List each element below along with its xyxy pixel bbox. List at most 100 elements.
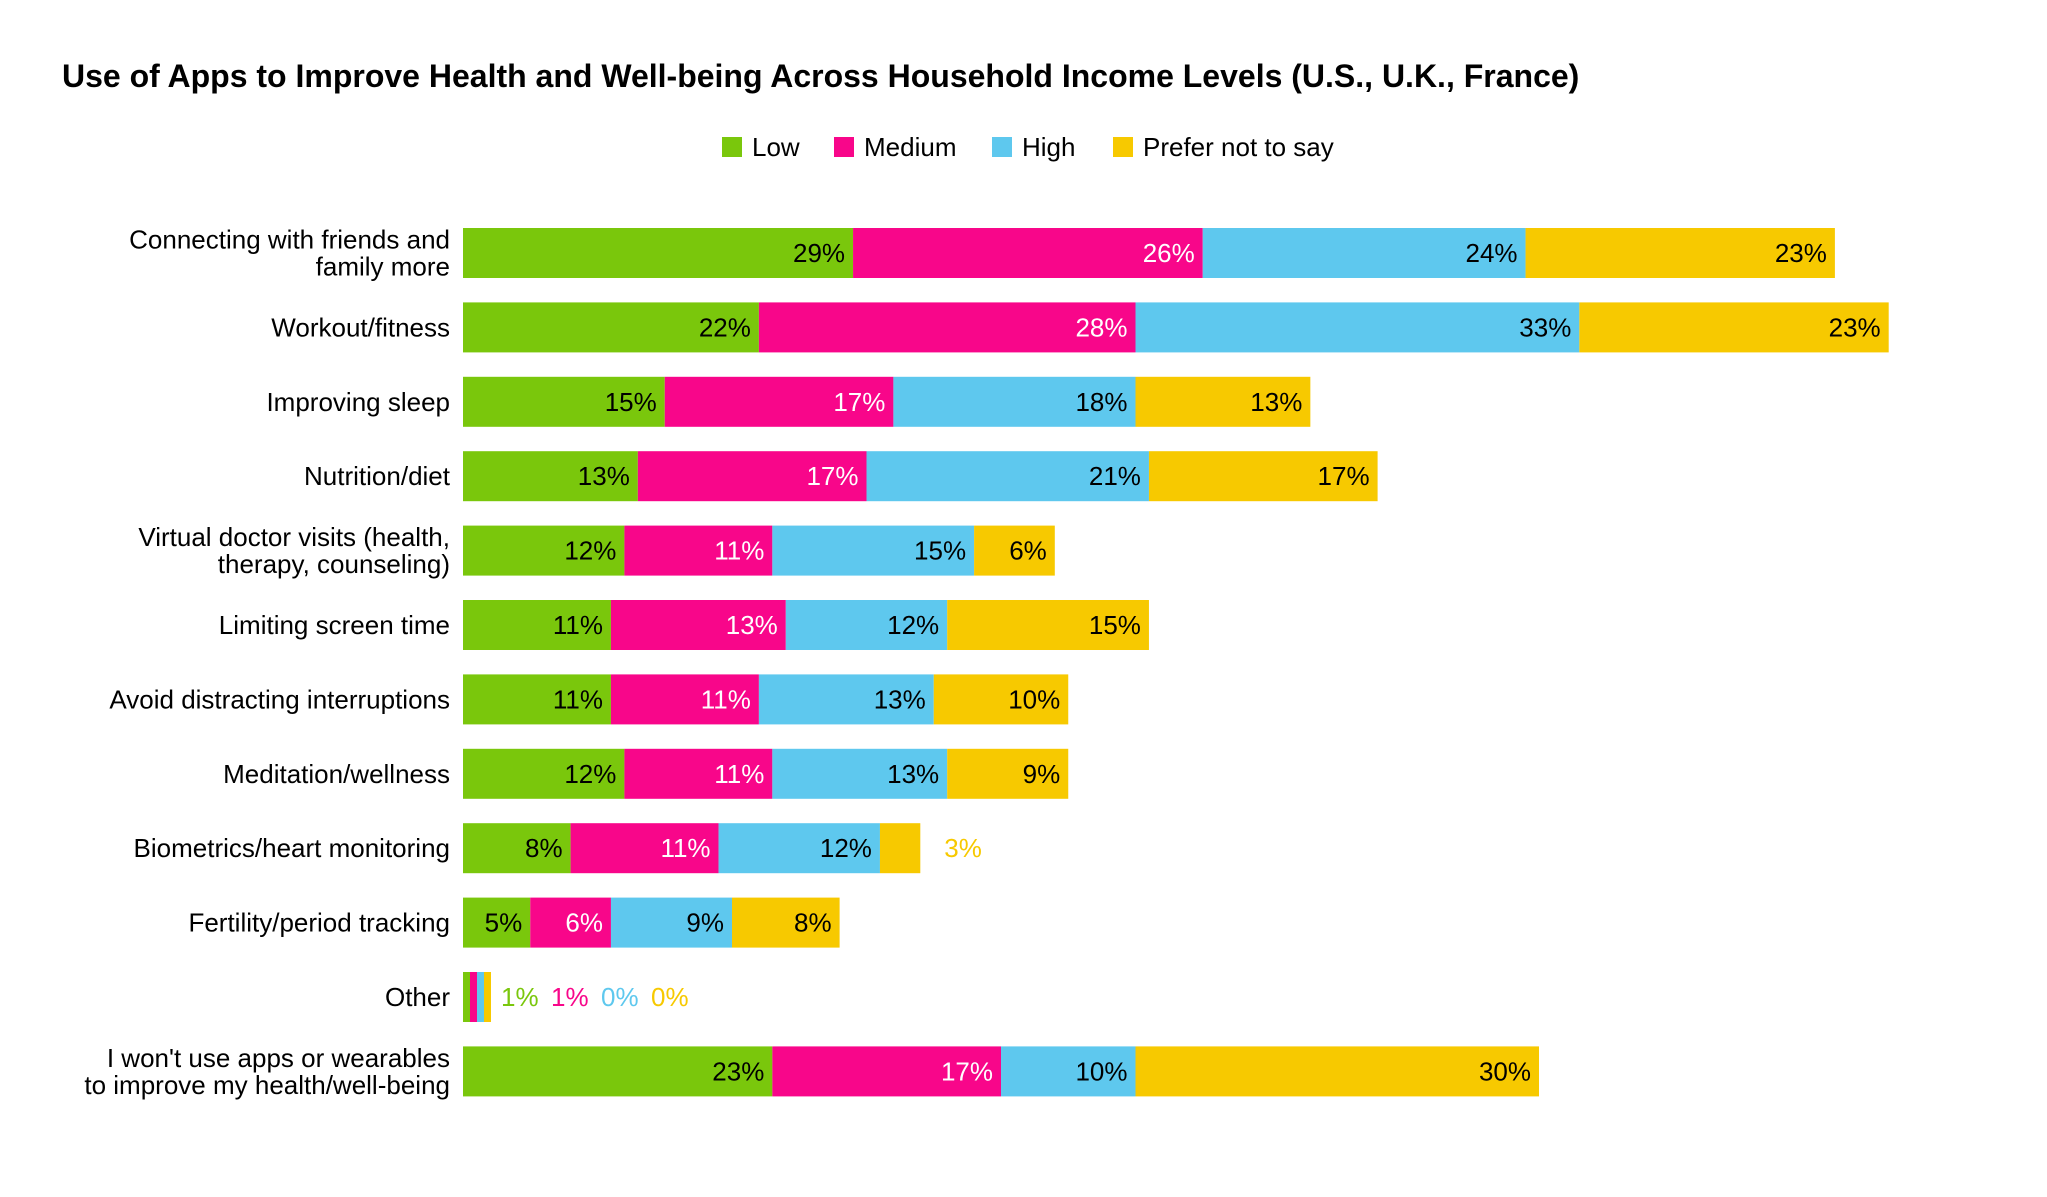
bar-segment-medium — [470, 972, 477, 1022]
data-label: 23% — [1829, 312, 1881, 342]
data-label: 12% — [564, 759, 616, 789]
bar-segment-prefer-not-to-say — [1135, 1046, 1539, 1097]
legend-swatch — [992, 137, 1012, 157]
category-label: Biometrics/heart monitoring — [134, 833, 450, 863]
data-label: 12% — [820, 833, 872, 863]
legend-item-low: Low — [722, 132, 800, 162]
data-label: 8% — [794, 908, 832, 938]
data-label: 13% — [1250, 387, 1302, 417]
data-label: 8% — [525, 833, 563, 863]
category-label: Nutrition/diet — [304, 461, 451, 491]
data-label: 11% — [714, 536, 764, 566]
data-label: 17% — [806, 461, 858, 491]
bar-segment-high — [718, 823, 880, 874]
bar-segment-prefer-not-to-say — [1525, 228, 1835, 278]
data-label: 11% — [714, 759, 764, 789]
legend-label: Medium — [864, 132, 956, 162]
data-label: 33% — [1519, 312, 1571, 342]
data-label: 6% — [565, 908, 603, 938]
data-label: 11% — [553, 684, 603, 714]
bar-segment-prefer-not-to-say — [879, 823, 921, 874]
bar-segment-low — [463, 451, 638, 502]
bar-segment-medium — [610, 674, 759, 725]
legend-swatch — [1113, 137, 1133, 157]
bar-segment-low — [463, 1046, 773, 1097]
bar-segment-high — [866, 451, 1149, 502]
legend-label: Low — [752, 132, 800, 162]
category-label: I won't use apps or wearables — [107, 1043, 450, 1073]
bar-segment-low — [463, 972, 470, 1022]
data-label: 13% — [874, 684, 926, 714]
bar-segment-prefer-not-to-say — [1579, 302, 1889, 353]
chart-title: Use of Apps to Improve Health and Well-b… — [62, 58, 1579, 94]
bar-segment-low — [463, 600, 611, 650]
data-label: 12% — [887, 610, 939, 640]
bar-segment-medium — [624, 525, 773, 576]
data-label: 26% — [1143, 238, 1195, 268]
bar-segment-low — [463, 674, 611, 725]
bar-segment-prefer-not-to-say — [1135, 376, 1311, 427]
data-label: 12% — [564, 536, 616, 566]
data-label-outside: 1% — [501, 982, 539, 1012]
category-label: Meditation/wellness — [223, 759, 450, 789]
data-label: 29% — [793, 238, 845, 268]
category-label: Fertility/period tracking — [188, 908, 450, 938]
data-label: 15% — [914, 536, 966, 566]
category-label: therapy, counseling) — [218, 549, 450, 579]
data-label: 17% — [1318, 461, 1370, 491]
bar-segment-medium — [772, 1046, 1001, 1097]
data-label: 9% — [686, 908, 724, 938]
bar-segment-prefer-not-to-say — [947, 600, 1149, 650]
data-label: 5% — [485, 908, 523, 938]
data-label: 18% — [1075, 387, 1127, 417]
bar-segment-medium — [637, 451, 867, 502]
bar-segment-prefer-not-to-say — [933, 674, 1069, 725]
bar-segment-high — [1001, 1046, 1136, 1097]
bar-segment-medium — [758, 302, 1136, 353]
category-label: to improve my health/well-being — [84, 1070, 450, 1100]
bar-segment-low — [463, 228, 854, 278]
data-label: 10% — [1008, 684, 1060, 714]
legend-label: Prefer not to say — [1143, 132, 1334, 162]
bar-segment-medium — [853, 228, 1203, 278]
category-label: family more — [316, 252, 450, 282]
legend-swatch — [722, 137, 742, 157]
data-label: 11% — [701, 684, 751, 714]
data-label-outside: 3% — [944, 833, 982, 863]
data-label: 13% — [726, 610, 778, 640]
bar-segment-medium — [610, 600, 786, 650]
bar-segment-low — [463, 302, 759, 353]
data-label-outside: 0% — [651, 982, 689, 1012]
bar-segment-low — [463, 748, 625, 799]
legend-item-medium: Medium — [834, 132, 956, 162]
data-label: 15% — [605, 387, 657, 417]
bar-segment-prefer-not-to-say — [947, 748, 1069, 799]
bar-segment-high — [758, 674, 934, 725]
data-label: 13% — [887, 759, 939, 789]
data-label: 13% — [578, 461, 630, 491]
legend-swatch — [834, 137, 854, 157]
data-label: 30% — [1479, 1056, 1531, 1086]
bar-segment-high — [893, 376, 1136, 427]
category-label: Other — [385, 982, 450, 1012]
legend-label: High — [1022, 132, 1075, 162]
data-label: 6% — [1009, 536, 1047, 566]
data-label: 10% — [1075, 1056, 1127, 1086]
bar-segment-high — [772, 525, 975, 576]
bars — [463, 228, 1889, 1097]
legend: Low Medium High Prefer not to say — [722, 132, 1334, 162]
data-label: 24% — [1466, 238, 1518, 268]
data-label: 23% — [712, 1056, 764, 1086]
legend-item-prefer-not-to-say: Prefer not to say — [1113, 132, 1334, 162]
data-label-outside: 0% — [601, 982, 639, 1012]
category-label: Improving sleep — [266, 387, 450, 417]
data-label: 17% — [941, 1056, 993, 1086]
data-label: 11% — [660, 833, 710, 863]
value-labels: 29% 26% 24% 23% 22% 28% 33% 23% 15% 17% 18% 13% 13% 1… — [485, 238, 1881, 1086]
bar-segment-high — [772, 748, 948, 799]
bar-segment-high — [477, 972, 484, 1022]
bar-segment-high — [610, 897, 732, 948]
bar-segment-prefer-not-to-say — [484, 972, 491, 1022]
